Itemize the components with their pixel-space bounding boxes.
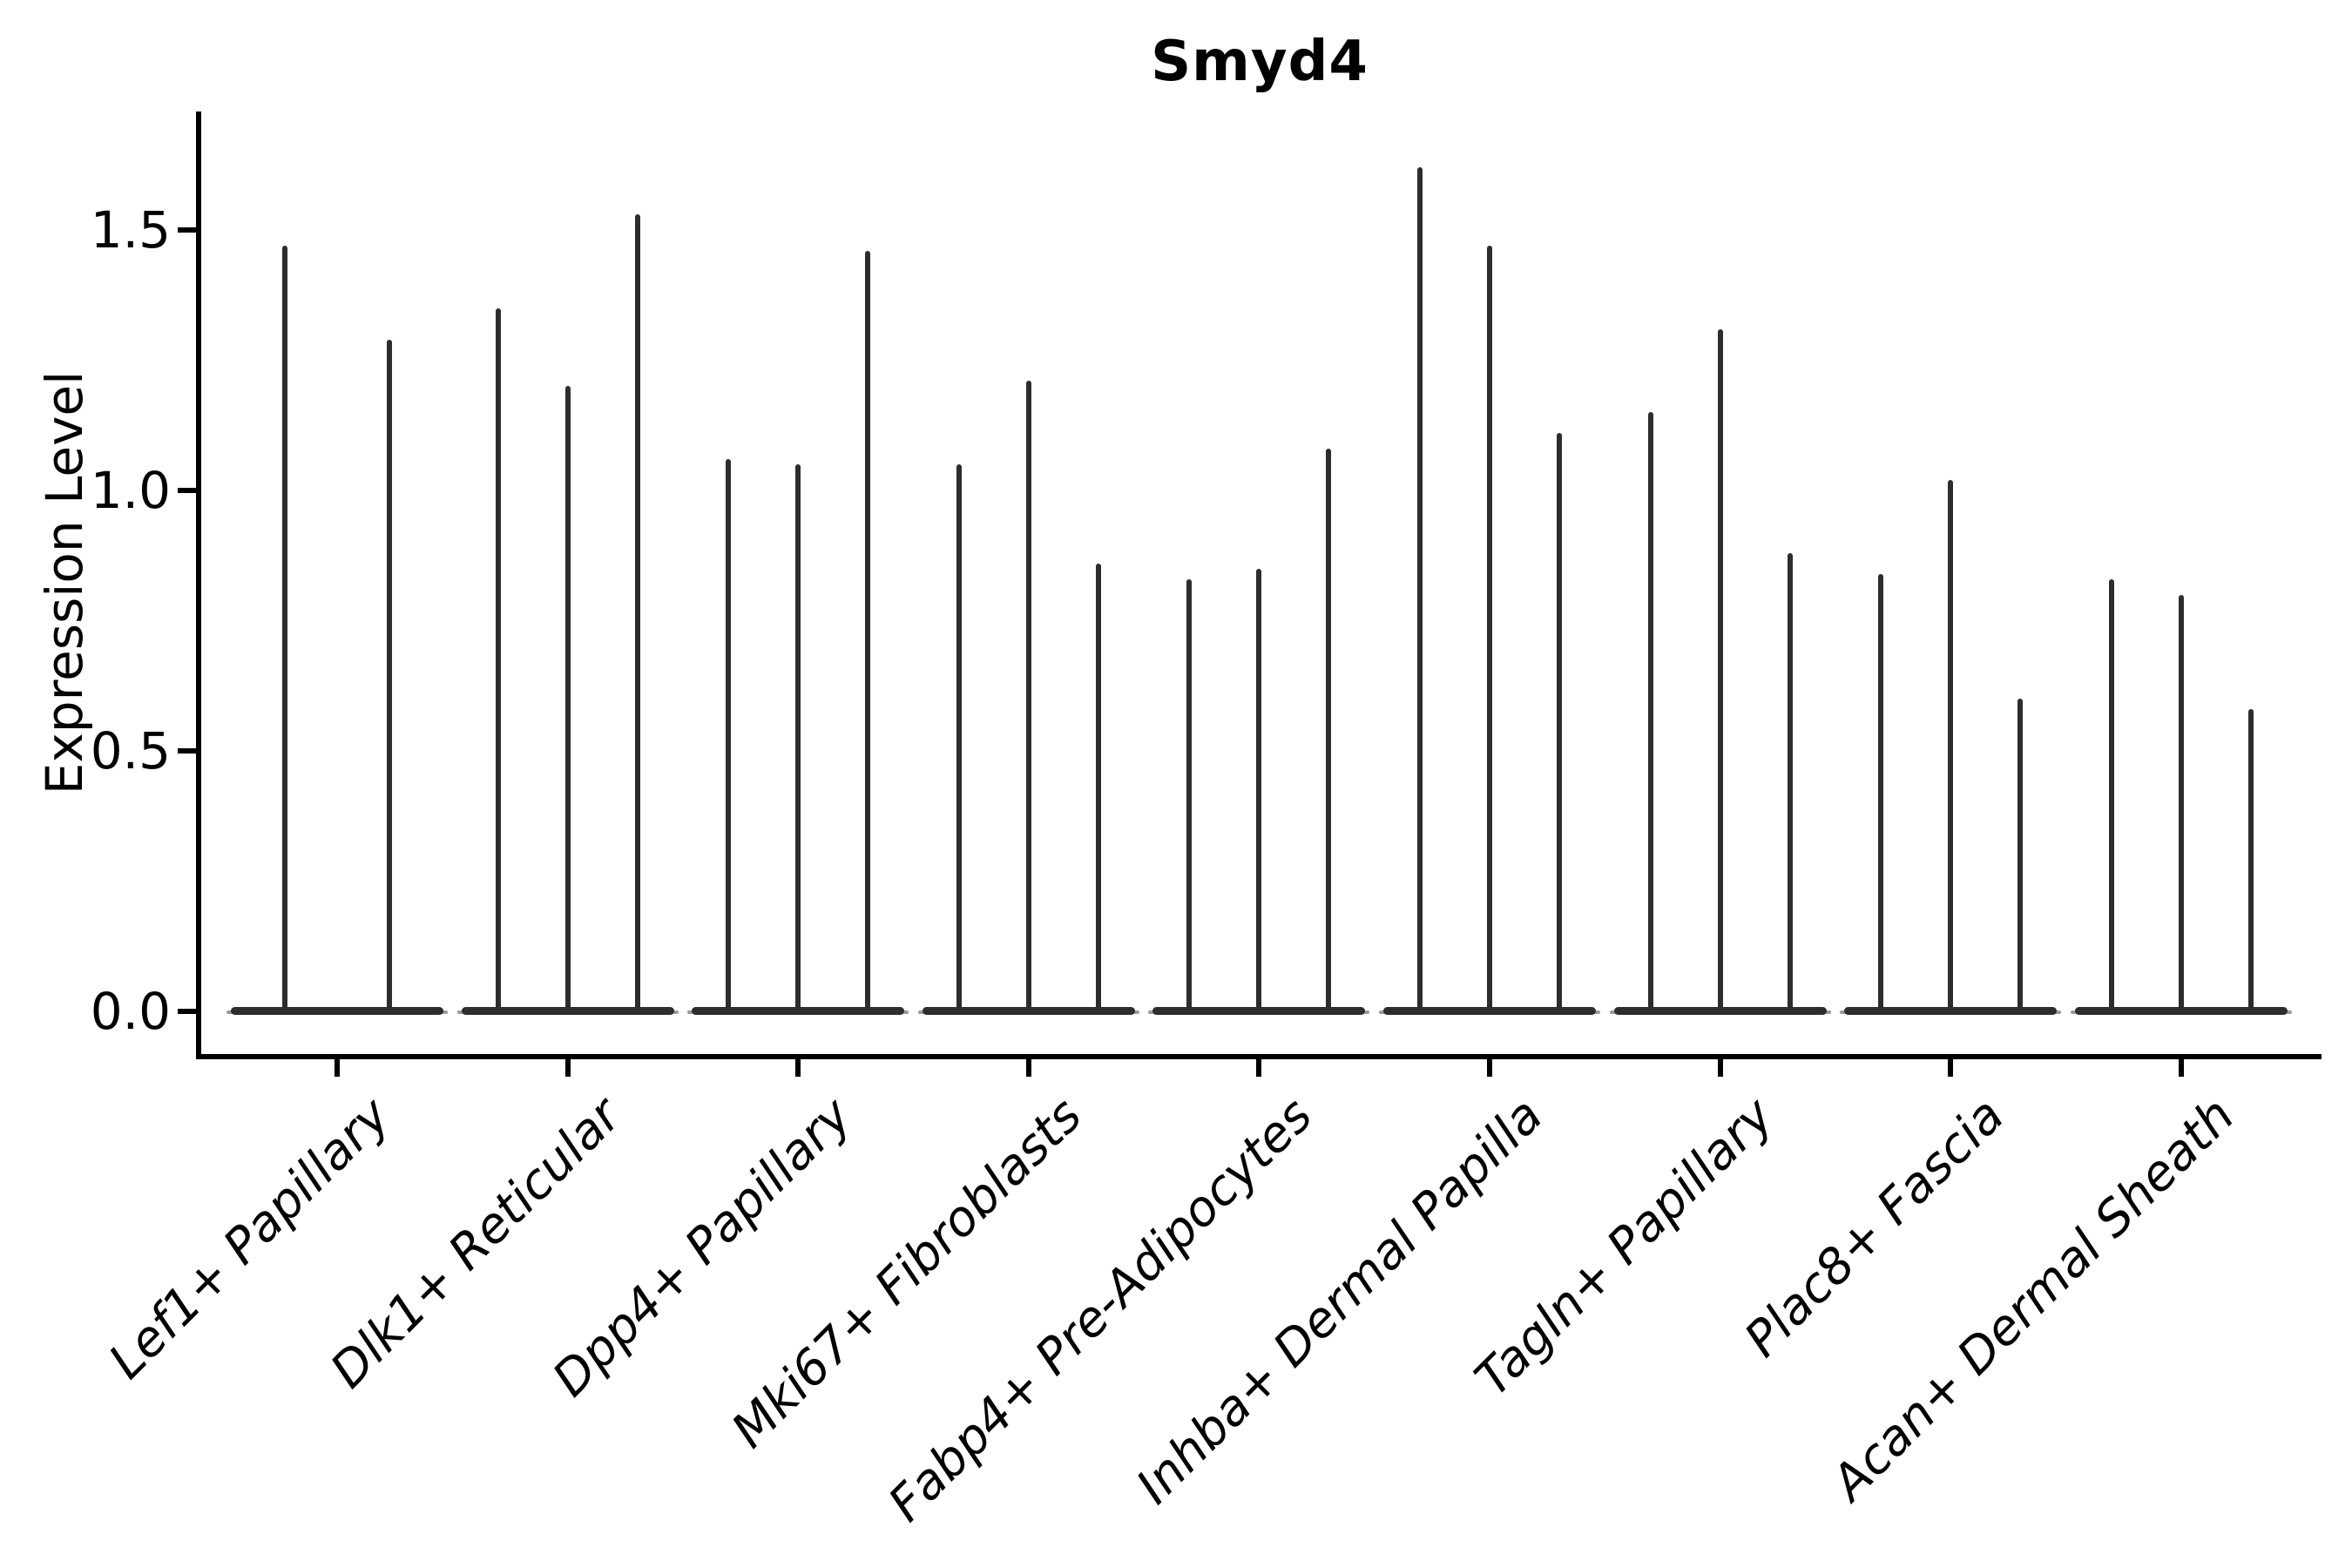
violin-spike <box>2179 594 2184 1014</box>
y-tick-label: 1.5 <box>90 200 171 260</box>
x-tick-mark <box>1026 1059 1031 1077</box>
violin-spike <box>865 250 870 1014</box>
violin-spike <box>795 464 801 1014</box>
violin-base <box>231 1007 443 1015</box>
y-tick-mark <box>178 748 196 754</box>
y-tick-mark <box>178 227 196 233</box>
violin-spike <box>1417 167 1423 1014</box>
x-tick-mark <box>1487 1059 1492 1077</box>
violin-spike <box>1788 552 1793 1014</box>
violin-spike <box>1186 578 1192 1014</box>
x-axis-spine <box>196 1054 2322 1059</box>
violin-spike <box>1557 433 1562 1014</box>
y-tick-label: 0.0 <box>90 982 171 1041</box>
x-tick-mark <box>2179 1059 2184 1077</box>
violin-spike <box>387 339 392 1014</box>
x-category-label: Fabp4+ Pre-Adipocytes <box>877 1087 1323 1533</box>
violin-spike <box>1948 480 1953 1014</box>
x-tick-mark <box>1256 1059 1261 1077</box>
violin-spike <box>1326 449 1331 1014</box>
y-tick-mark <box>178 1009 196 1014</box>
violin-spike <box>2109 578 2114 1014</box>
x-category-label: Inhba+ Dermal Papilla <box>1125 1087 1554 1516</box>
violin-spike <box>1878 573 1883 1014</box>
x-tick-mark <box>1948 1059 1953 1077</box>
violin-spike <box>635 214 640 1014</box>
violin-spike <box>2248 709 2254 1014</box>
violin-spike <box>1648 412 1653 1014</box>
violin-spike <box>1718 328 1723 1014</box>
y-axis-spine <box>196 112 201 1059</box>
violin-spike <box>496 308 501 1014</box>
x-tick-mark <box>795 1059 801 1077</box>
violin-spike <box>2017 699 2023 1014</box>
violin-spike <box>1096 563 1101 1014</box>
violin-spike <box>1026 381 1031 1014</box>
x-tick-mark <box>565 1059 571 1077</box>
violin-spike <box>726 459 731 1014</box>
chart-title: Smyd4 <box>1151 30 1369 94</box>
x-tick-mark <box>335 1059 340 1077</box>
violin-spike <box>956 464 962 1014</box>
y-tick-mark <box>178 488 196 493</box>
violin-spike <box>565 386 571 1014</box>
violin-spike <box>1256 568 1261 1014</box>
x-tick-mark <box>1718 1059 1723 1077</box>
y-tick-label: 0.5 <box>90 721 171 781</box>
violin-spike <box>1487 245 1492 1014</box>
y-tick-label: 1.0 <box>90 461 171 520</box>
violin-spike <box>282 245 287 1014</box>
x-category-label: Acan+ Dermal Sheath <box>1821 1087 2246 1511</box>
